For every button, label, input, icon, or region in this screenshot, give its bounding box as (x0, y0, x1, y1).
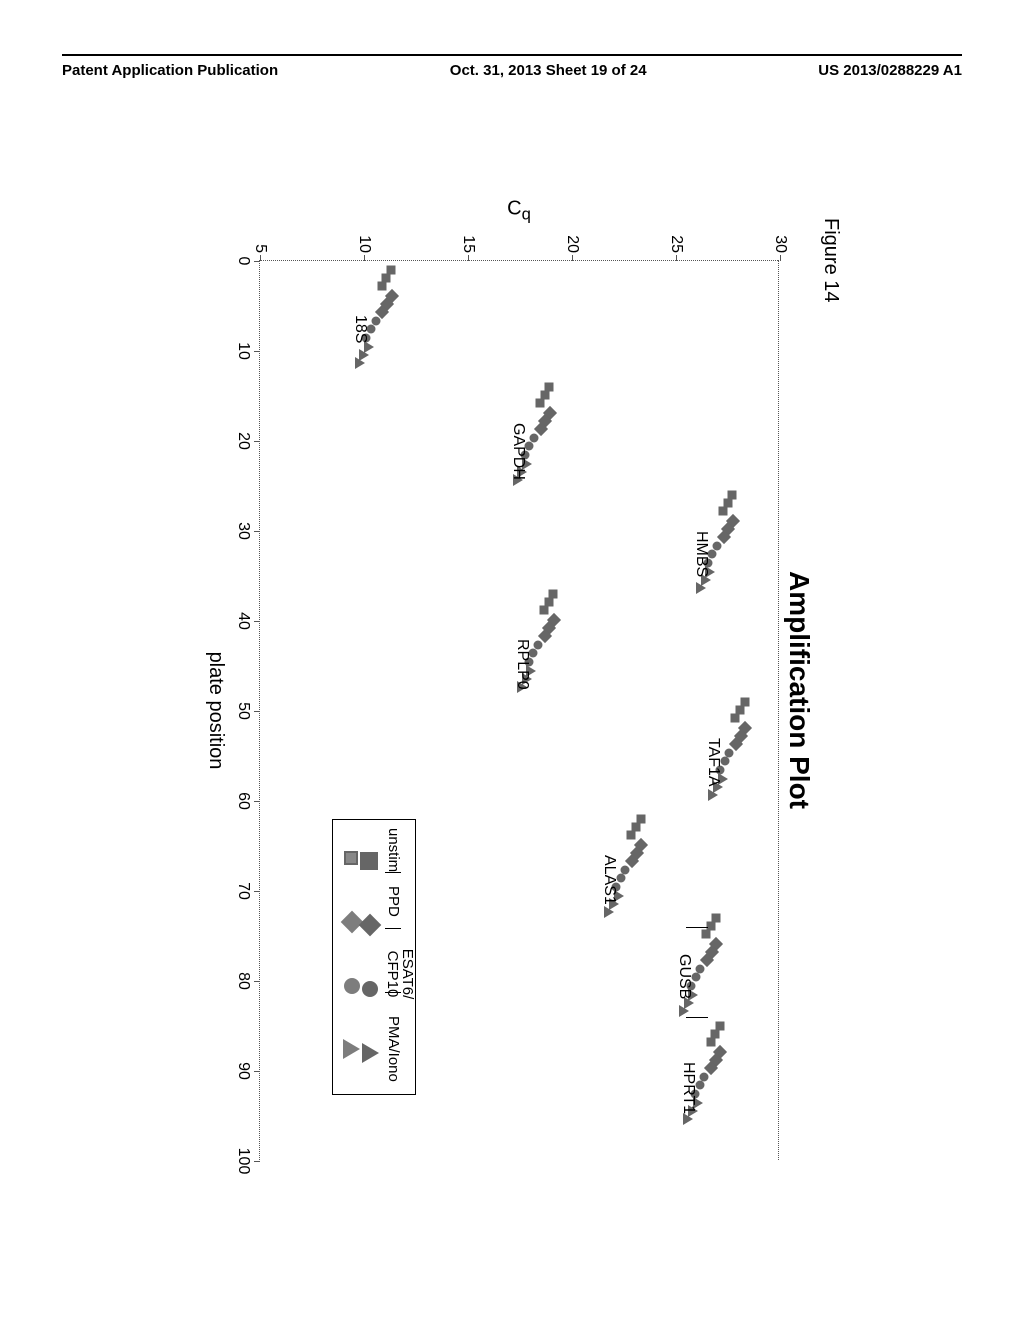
legend: unstim PPD ESAT6/CFP10 PMA/Iono (332, 819, 416, 1095)
data-point (627, 831, 636, 840)
y-tick-mark (260, 255, 261, 261)
y-tick-label: 15 (459, 223, 477, 253)
data-point (535, 399, 544, 408)
header-rule (62, 54, 962, 56)
x-axis-label: plate position (204, 652, 227, 770)
data-point (683, 1113, 693, 1125)
x-tick-mark (254, 1071, 260, 1072)
header-right: US 2013/0288229 A1 (818, 62, 962, 79)
chart-title: Amplification Plot (783, 200, 815, 1180)
data-point (731, 714, 740, 723)
data-point (702, 930, 711, 939)
x-tick-mark (254, 621, 260, 622)
data-point (604, 906, 614, 918)
y-tick-mark (468, 255, 469, 261)
legend-marker (344, 962, 378, 1016)
gene-label: GAPDH (509, 423, 527, 480)
header-text-row: Patent Application Publication Oct. 31, … (62, 62, 962, 79)
x-tick-label: 40 (234, 612, 252, 630)
gene-label: HMBS (692, 531, 710, 577)
x-tick-label: 30 (234, 522, 252, 540)
gene-label: 18S (351, 315, 369, 343)
data-point (679, 1005, 689, 1017)
x-tick-mark (254, 1161, 260, 1162)
data-point (355, 357, 365, 369)
legend-divider (385, 992, 401, 993)
y-tick-mark (364, 255, 365, 261)
y-tick-label: 25 (667, 223, 685, 253)
legend-marker (344, 898, 378, 952)
y-tick-label: 20 (563, 223, 581, 253)
x-tick-label: 20 (234, 432, 252, 450)
y-tick-label: 5 (251, 223, 269, 253)
y-tick-mark (780, 255, 781, 261)
x-tick-label: 60 (234, 792, 252, 810)
gene-label: ALAS1 (600, 855, 618, 905)
x-tick-label: 100 (234, 1148, 252, 1175)
x-tick-mark (254, 441, 260, 442)
data-point (377, 282, 386, 291)
x-tick-label: 10 (234, 342, 252, 360)
y-tick-label: 10 (355, 223, 373, 253)
x-tick-mark (254, 261, 260, 262)
data-point (706, 1038, 715, 1047)
x-tick-mark (254, 531, 260, 532)
legend-divider (385, 872, 401, 873)
x-tick-label: 80 (234, 972, 252, 990)
legend-label: unstim (386, 828, 402, 872)
x-tick-mark (254, 801, 260, 802)
x-tick-mark (254, 711, 260, 712)
legend-marker (343, 1026, 379, 1080)
gene-label: RPLP0 (513, 639, 531, 690)
y-tick-mark (676, 255, 677, 261)
x-tick-mark (254, 981, 260, 982)
data-point (540, 606, 549, 615)
data-point (719, 507, 728, 516)
y-tick-label: 30 (771, 223, 789, 253)
figure-container: Figure 14 Amplification Plot Cq plate po… (182, 200, 842, 1180)
legend-label: PPD (386, 886, 402, 917)
header-center: Oct. 31, 2013 Sheet 19 of 24 (450, 62, 647, 79)
gene-label: GUSB (675, 954, 693, 999)
y-tick-mark (572, 255, 573, 261)
x-tick-label: 0 (234, 257, 252, 266)
y-axis-label: Cq (508, 197, 532, 224)
gene-label: HPRT1 (679, 1062, 697, 1114)
legend-marker (344, 834, 378, 888)
data-point (708, 789, 718, 801)
amplification-scatter-plot: Cq plate position 5101520253001020304050… (259, 260, 779, 1160)
x-tick-label: 50 (234, 702, 252, 720)
legend-divider (385, 928, 401, 929)
figure-label: Figure 14 (819, 218, 842, 1180)
header-left: Patent Application Publication (62, 62, 278, 79)
gene-label: TAF1A (704, 738, 722, 787)
x-tick-mark (254, 891, 260, 892)
x-tick-label: 70 (234, 882, 252, 900)
legend-label: PMA/Iono (386, 1016, 402, 1082)
page-header: Patent Application Publication Oct. 31, … (0, 54, 1024, 79)
x-tick-label: 90 (234, 1062, 252, 1080)
gene-label-divider (686, 927, 708, 928)
legend-icon-row (343, 834, 379, 1080)
gene-label-divider (686, 1017, 708, 1018)
data-point (696, 582, 706, 594)
x-tick-mark (254, 351, 260, 352)
legend-label: ESAT6/CFP10 (384, 946, 416, 1002)
